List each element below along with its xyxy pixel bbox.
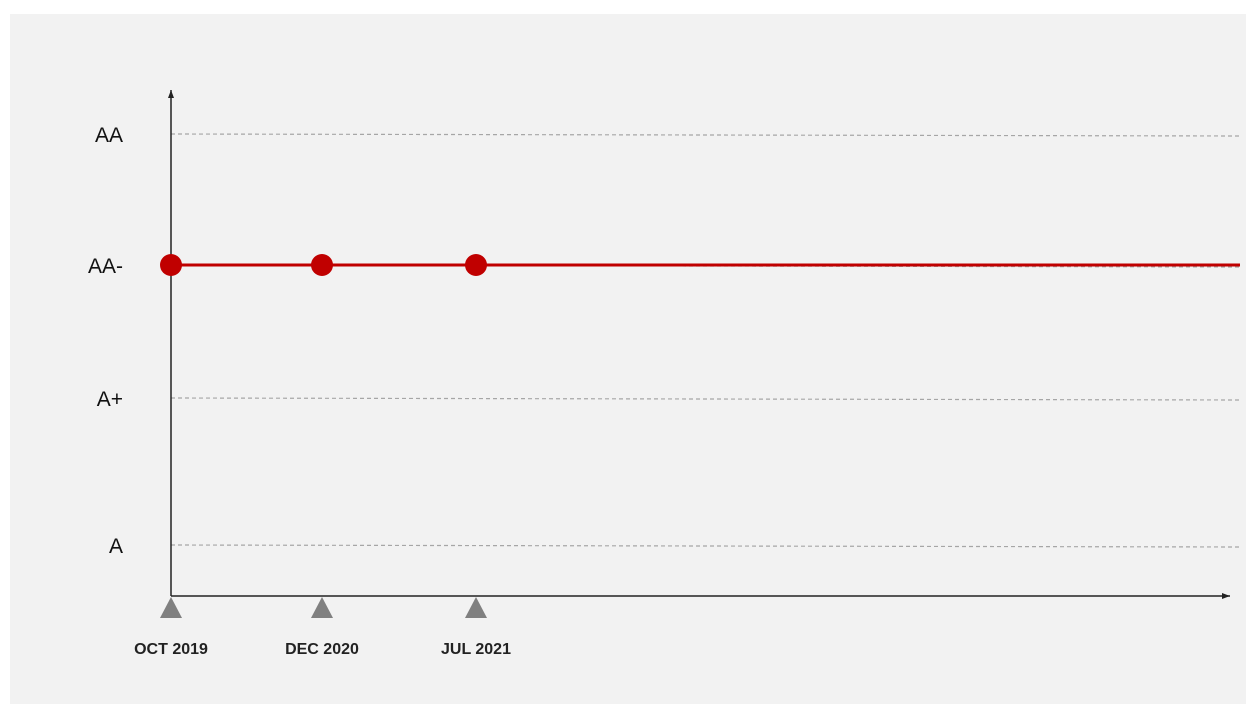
y-tick-labels: A A+ AA- AA — [88, 124, 123, 558]
data-point-3 — [465, 254, 487, 276]
y-tick-label-aa-minus: AA- — [88, 255, 123, 278]
date-marker-jul-2021 — [465, 597, 487, 618]
y-tick-label-aa: AA — [95, 124, 123, 147]
data-point-1 — [160, 254, 182, 276]
y-tick-label-a: A — [109, 535, 123, 558]
y-tick-label-a-plus: A+ — [97, 388, 123, 411]
gridline-a — [170, 544, 1241, 548]
x-tick-label-oct-2019: OCT 2019 — [134, 641, 208, 658]
date-marker-dec-2020 — [311, 597, 333, 618]
data-point-2 — [311, 254, 333, 276]
gridline-aa — [170, 133, 1241, 137]
gridline-a-plus — [170, 397, 1241, 401]
x-tick-labels: OCT 2019 DEC 2020 JUL 2021 — [134, 641, 511, 658]
x-tick-label-dec-2020: DEC 2020 — [285, 641, 359, 658]
rating-series — [160, 254, 1240, 276]
chart-panel — [10, 14, 1246, 704]
x-date-markers — [160, 597, 487, 618]
gridlines — [170, 133, 1241, 548]
axes — [168, 90, 1230, 599]
x-tick-label-jul-2021: JUL 2021 — [441, 641, 511, 658]
date-marker-oct-2019 — [160, 597, 182, 618]
